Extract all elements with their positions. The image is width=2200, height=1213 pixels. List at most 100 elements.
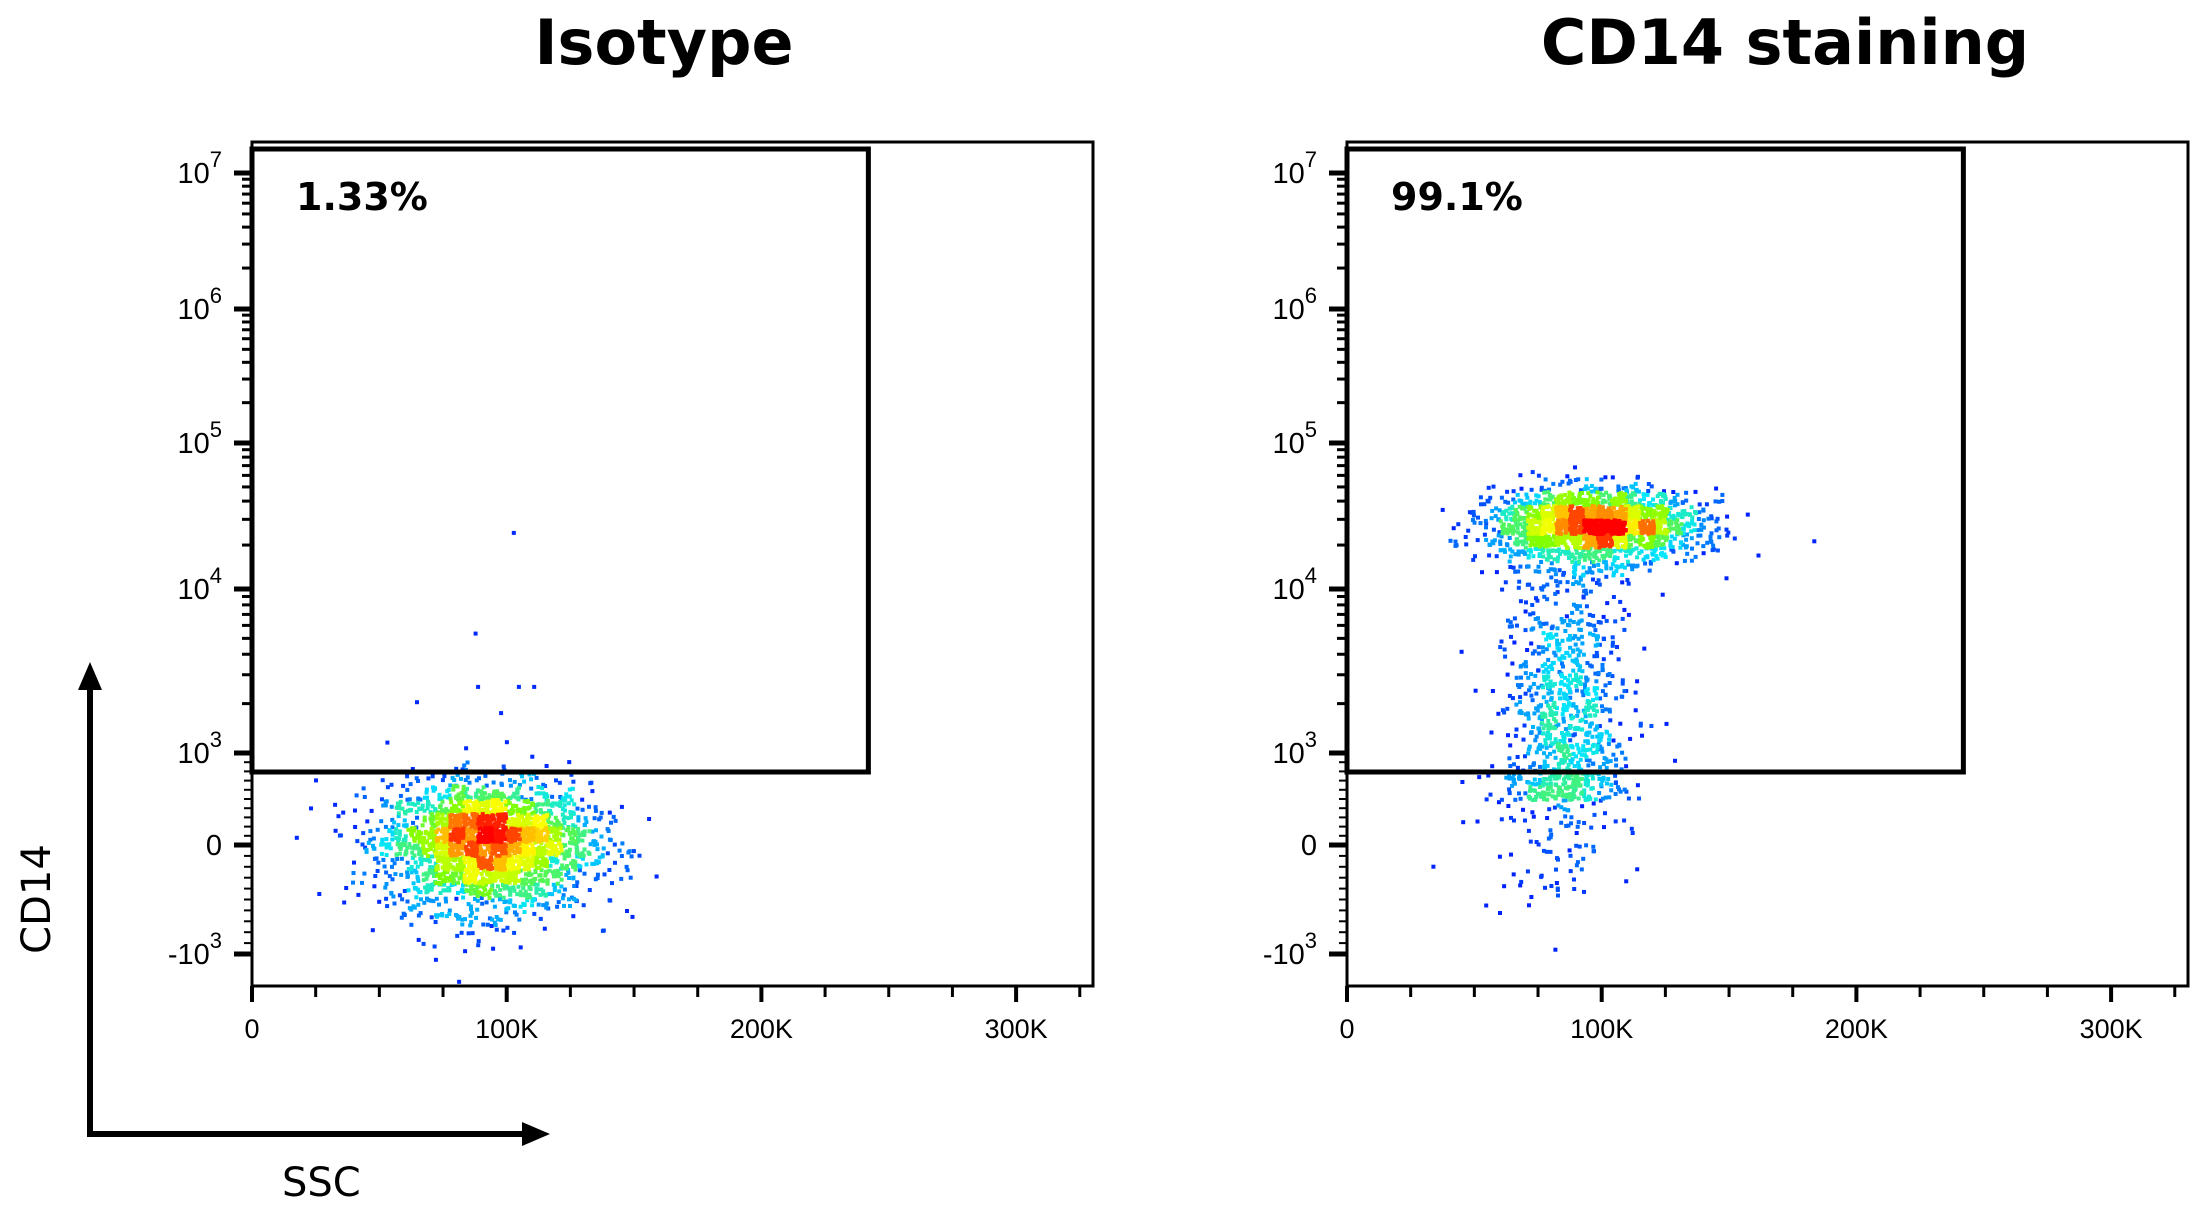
data-point xyxy=(551,829,556,834)
data-point xyxy=(1613,773,1618,778)
data-point xyxy=(1550,794,1555,799)
data-point xyxy=(1512,818,1516,823)
data-point xyxy=(454,838,459,843)
data-point xyxy=(560,796,565,801)
data-point xyxy=(476,890,481,895)
data-point xyxy=(405,874,410,879)
data-point xyxy=(1645,542,1650,547)
data-point xyxy=(382,842,387,847)
data-point xyxy=(380,778,385,783)
data-point xyxy=(496,834,501,839)
data-point xyxy=(1567,752,1572,757)
data-point xyxy=(1556,542,1561,547)
data-point xyxy=(1681,526,1686,531)
data-point xyxy=(1507,693,1512,698)
data-point xyxy=(1545,536,1550,541)
data-point xyxy=(1546,730,1550,735)
data-point xyxy=(1533,543,1538,548)
data-point xyxy=(490,795,495,800)
data-point xyxy=(1610,640,1615,645)
data-point xyxy=(1557,691,1562,696)
data-point xyxy=(1535,708,1540,713)
data-point xyxy=(1651,503,1656,508)
data-point xyxy=(1524,536,1529,541)
data-point xyxy=(530,801,535,806)
data-point xyxy=(530,831,535,836)
data-point xyxy=(1571,602,1576,607)
data-point xyxy=(456,832,461,837)
data-point xyxy=(1486,773,1491,778)
data-point xyxy=(1589,825,1594,830)
data-point xyxy=(1640,512,1645,516)
data-point xyxy=(1548,537,1553,541)
data-point xyxy=(1619,491,1623,496)
data-point xyxy=(1516,569,1521,574)
data-point xyxy=(411,904,416,909)
data-point xyxy=(1592,551,1597,556)
data-point xyxy=(1665,508,1670,512)
data-point xyxy=(433,920,438,924)
data-point xyxy=(1545,597,1550,602)
data-point xyxy=(416,878,421,883)
data-point xyxy=(397,836,402,841)
data-point xyxy=(1503,499,1508,504)
data-point xyxy=(573,830,578,835)
data-point xyxy=(1563,629,1568,633)
data-point xyxy=(484,783,489,788)
data-point xyxy=(409,922,414,927)
data-point xyxy=(1523,691,1528,696)
data-point xyxy=(445,789,450,794)
data-point xyxy=(544,901,549,906)
data-point xyxy=(1456,522,1461,527)
data-point xyxy=(1578,675,1583,680)
data-point xyxy=(449,883,454,887)
data-point xyxy=(535,803,540,807)
data-point xyxy=(1540,714,1545,719)
data-point xyxy=(557,889,562,894)
data-point xyxy=(394,827,399,832)
data-point xyxy=(1639,549,1644,554)
data-point xyxy=(444,867,449,872)
data-point xyxy=(1555,559,1560,564)
data-point xyxy=(499,797,504,802)
data-point xyxy=(510,834,515,839)
data-point xyxy=(1543,885,1547,890)
data-point xyxy=(469,887,474,892)
data-point xyxy=(459,776,463,781)
data-point xyxy=(1547,487,1551,492)
data-point xyxy=(1539,560,1544,564)
data-point xyxy=(463,917,467,922)
data-point xyxy=(1637,551,1642,555)
data-point xyxy=(1664,721,1669,726)
data-point xyxy=(1597,642,1602,647)
data-point xyxy=(1595,637,1599,642)
data-point xyxy=(432,944,437,949)
data-point xyxy=(1431,864,1436,869)
data-point xyxy=(459,842,464,847)
data-point xyxy=(519,795,524,800)
data-point xyxy=(486,800,490,805)
data-point xyxy=(414,810,419,814)
data-point xyxy=(1638,538,1643,543)
data-point xyxy=(1580,669,1585,674)
data-point xyxy=(1586,707,1590,712)
data-point xyxy=(536,785,541,789)
data-point xyxy=(460,846,465,851)
data-point xyxy=(1603,693,1608,697)
y-tick-label: 107 xyxy=(177,147,222,190)
data-point xyxy=(1662,518,1666,522)
data-point xyxy=(1548,736,1552,741)
data-point xyxy=(356,892,361,897)
data-point xyxy=(1595,642,1600,647)
data-point xyxy=(1489,516,1494,521)
data-point xyxy=(375,827,380,832)
data-point xyxy=(497,844,502,849)
data-point xyxy=(1482,532,1487,537)
data-point xyxy=(1645,545,1650,550)
data-point xyxy=(570,786,575,791)
data-point xyxy=(499,802,504,807)
data-point xyxy=(389,804,394,809)
gate-rectangle[interactable] xyxy=(249,146,871,775)
data-point xyxy=(534,775,539,780)
data-point xyxy=(495,798,500,802)
